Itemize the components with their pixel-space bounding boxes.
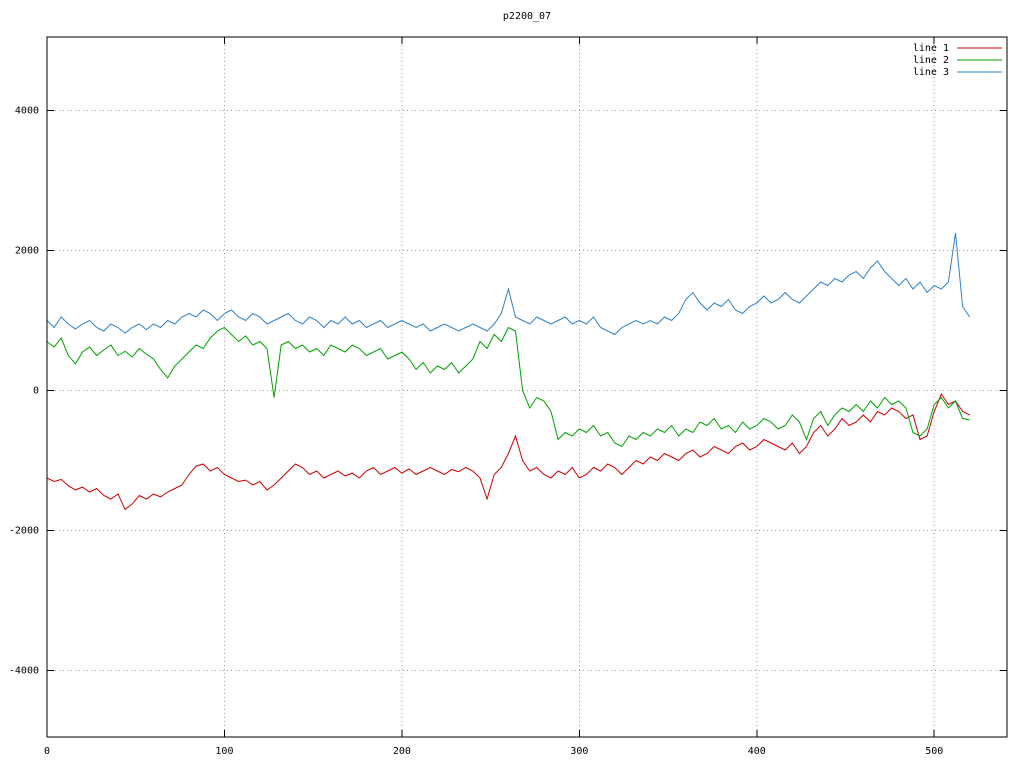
x-tick-label: 300 [570,746,588,757]
y-tick-label: 2000 [15,246,39,257]
x-tick-label: 400 [748,746,766,757]
y-tick-label: -4000 [9,666,39,677]
series-line-3 [46,232,971,336]
x-tick-label: 0 [44,746,50,757]
y-tick-label: 4000 [15,106,39,117]
series-line-2 [46,326,970,448]
y-tick-label: -2000 [9,526,39,537]
legend-label: line 1 [913,43,949,54]
legend-label: line 2 [913,55,949,66]
x-tick-label: 200 [393,746,411,757]
y-tick-label: 0 [33,386,39,397]
x-tick-label: 500 [925,746,943,757]
x-tick-label: 100 [215,746,233,757]
series-line-1 [46,392,970,511]
plot-border [46,36,1008,738]
legend-label: line 3 [913,67,949,78]
chart-title: p2200_07 [502,11,552,22]
